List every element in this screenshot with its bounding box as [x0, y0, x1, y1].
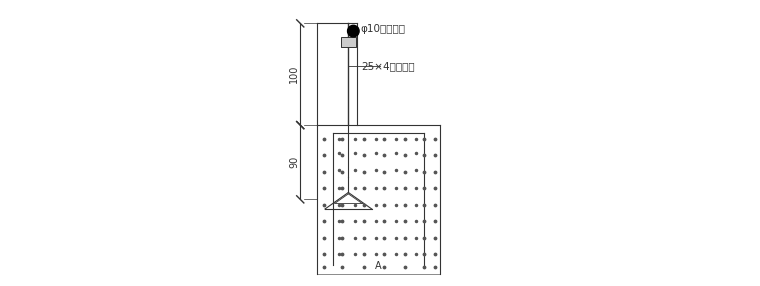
Text: 25×4镀锌扁锂: 25×4镀锌扁锂 — [361, 61, 414, 71]
Circle shape — [347, 25, 359, 37]
Text: φ10镀锌圆锂: φ10镀锌圆锂 — [361, 24, 406, 34]
Text: 100: 100 — [290, 65, 299, 84]
Text: A: A — [375, 261, 382, 271]
Bar — [340, 37, 356, 47]
Text: 90: 90 — [290, 156, 299, 168]
